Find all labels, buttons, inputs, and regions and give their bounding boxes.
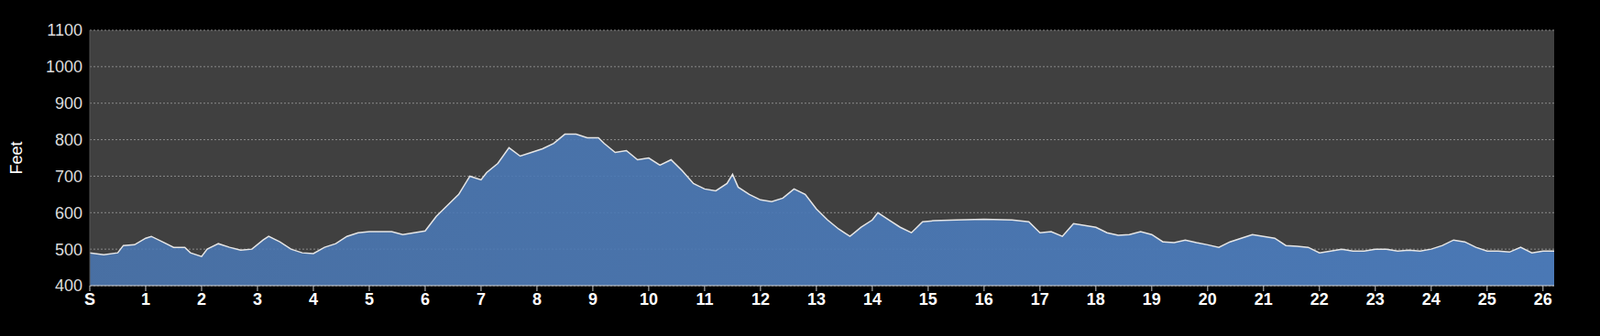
svg-text:4: 4 [308, 290, 318, 309]
svg-text:7: 7 [476, 290, 486, 309]
svg-text:900: 900 [54, 94, 83, 113]
svg-text:20: 20 [1198, 290, 1217, 309]
svg-text:1000: 1000 [45, 57, 83, 77]
svg-text:9: 9 [588, 290, 598, 309]
svg-text:15: 15 [919, 290, 938, 309]
svg-text:21: 21 [1254, 290, 1273, 309]
svg-text:1100: 1100 [46, 21, 83, 40]
svg-text:26: 26 [1534, 290, 1553, 309]
svg-text:23: 23 [1366, 290, 1385, 309]
svg-text:11: 11 [695, 290, 713, 309]
svg-text:10: 10 [639, 290, 658, 309]
svg-text:800: 800 [54, 131, 83, 150]
svg-text:19: 19 [1142, 290, 1162, 309]
svg-text:1: 1 [141, 290, 151, 309]
svg-text:600: 600 [54, 204, 83, 223]
svg-text:17: 17 [1030, 290, 1050, 309]
svg-text:500: 500 [54, 241, 83, 260]
svg-text:400: 400 [54, 276, 83, 296]
svg-text:22: 22 [1310, 290, 1329, 309]
svg-text:6: 6 [420, 290, 430, 309]
svg-text:16: 16 [975, 290, 994, 309]
svg-text:700: 700 [54, 167, 83, 187]
svg-text:13: 13 [807, 290, 826, 309]
svg-text:14: 14 [863, 290, 882, 309]
svg-text:18: 18 [1086, 290, 1106, 309]
svg-text:2: 2 [197, 290, 207, 309]
svg-text:S: S [84, 290, 96, 309]
svg-text:12: 12 [751, 290, 770, 309]
svg-text:5: 5 [364, 290, 374, 309]
svg-text:3: 3 [252, 290, 263, 309]
svg-text:24: 24 [1422, 290, 1441, 309]
svg-text:Feet: Feet [7, 141, 26, 175]
svg-text:25: 25 [1478, 290, 1497, 309]
svg-text:8: 8 [532, 290, 542, 309]
